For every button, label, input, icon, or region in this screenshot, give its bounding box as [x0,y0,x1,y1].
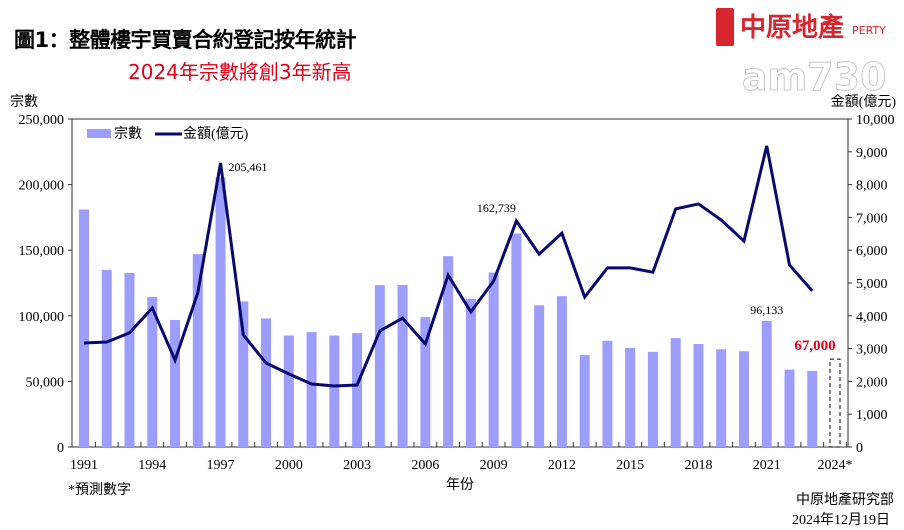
data-label: 162,739 [477,201,516,215]
bar [784,369,795,447]
bar [79,209,89,447]
x-tick-label: 2009 [480,458,508,473]
bar [215,177,226,447]
right-axis-title: 金額(億元) [831,94,897,110]
bar [738,351,749,447]
left-tick-label: 150,000 [19,244,65,259]
x-tick-label: 2006 [411,458,439,473]
right-tick-label: 2,000 [856,375,888,390]
bar [670,338,681,447]
bar [283,335,294,447]
chart-title: 圖1：整體樓宇買賣合約登記按年統計 [14,28,357,52]
right-tick-label: 9,000 [856,146,888,161]
right-tick-label: 10,000 [856,113,895,128]
x-tick-label: 2015 [616,458,644,473]
left-tick-label: 0 [57,441,64,456]
bar [602,340,613,447]
bar [374,285,385,447]
right-tick-label: 5,000 [856,277,888,292]
x-tick-label: 2012 [548,458,576,473]
legend: 宗數 金額(億元) [87,126,249,142]
bar [807,370,818,447]
bar [556,296,567,447]
right-tick-label: 8,000 [856,179,888,194]
bar [420,317,431,447]
bar [488,272,499,447]
data-label: 205,461 [229,160,268,174]
data-label-forecast: 67,000 [794,338,835,354]
logo-brand: 中原地產 [740,12,844,43]
bar [534,305,545,447]
left-tick-label: 50,000 [26,375,65,390]
bar [579,355,590,447]
chart-subtitle: 2024年宗數將創3年新高 [128,60,352,84]
x-tick-label: 2024* [818,458,853,473]
bar [693,344,704,447]
bar [761,320,772,447]
plot-frame [71,118,849,448]
bar [238,301,249,447]
x-tick-label: 1997 [207,458,235,473]
bar [261,318,272,447]
right-tick-label: 7,000 [856,211,888,226]
source: 中原地產研究部 [796,491,894,508]
x-tick-label: 2018 [684,458,712,473]
right-tick-label: 6,000 [856,244,888,259]
logo-overlay: am730 [742,55,887,96]
left-tick-label: 200,000 [19,179,65,194]
x-tick-label: 2000 [275,458,303,473]
left-tick-label: 250,000 [19,113,65,128]
date: 2024年12月19日 [792,512,890,528]
footnote: *預測數字 [68,482,131,498]
bar [397,284,408,447]
bar [511,233,522,447]
bar [147,297,158,447]
bar [329,335,340,447]
right-tick-label: 0 [856,441,863,456]
x-tick-label: 2021 [753,458,781,473]
legend-line-label: 金額(億元) [183,126,249,142]
bar [716,349,727,447]
logo: 中原地產 PERTY am730 [716,8,887,96]
bar [625,347,636,447]
bar [124,273,135,447]
x-tick-label: 2003 [343,458,371,473]
bar-forecast [829,358,841,448]
left-axis-title: 宗數 [10,94,38,110]
bar [306,332,317,447]
data-label: 96,133 [750,303,783,317]
bar [170,319,181,447]
left-tick-label: 100,000 [19,310,65,325]
right-tick-label: 3,000 [856,343,888,358]
legend-bar-label: 宗數 [114,126,142,142]
logo-mark-icon [716,8,734,46]
right-tick-label: 1,000 [856,408,888,423]
x-axis-title: 年份 [446,477,474,493]
bar [352,333,363,447]
bar [647,351,658,447]
legend-bar-swatch [87,129,111,138]
x-tick-label: 1994 [138,458,166,473]
logo-brand-en: PERTY [852,24,886,37]
bar [192,254,203,447]
right-tick-label: 4,000 [856,310,888,325]
x-tick-label: 1991 [70,458,98,473]
bar [101,269,112,447]
bar [443,256,454,447]
bar [465,298,476,447]
